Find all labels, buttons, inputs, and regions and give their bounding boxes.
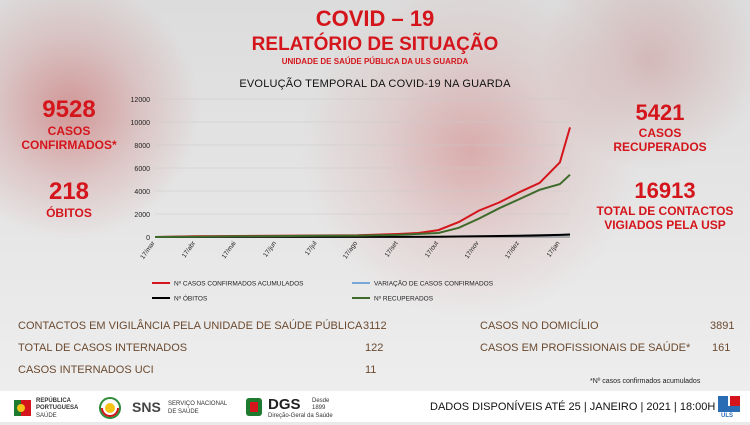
sns-sub-2: DE SAÚDE: [168, 409, 199, 415]
y-tick-label: 8000: [134, 143, 150, 150]
legend-label: Nº RECUPERADOS: [374, 296, 434, 303]
y-tick-label: 0: [146, 235, 150, 242]
row-label: TOTAL DE CASOS INTERNADOS: [18, 342, 188, 354]
republica-flag-icon: [14, 400, 31, 416]
chart-grid: [155, 98, 570, 238]
sns-text: SNS: [132, 399, 161, 415]
row-value: 11: [365, 364, 377, 376]
y-tick-label: 4000: [134, 189, 150, 196]
republica-text-3: SAÚDE: [36, 413, 57, 419]
recovered-value: 5421: [635, 100, 685, 125]
row-value: 3112: [363, 320, 387, 332]
report-subtitle: RELATÓRIO DE SITUAÇÃO: [251, 34, 499, 55]
y-axis-ticks: 0 2000 4000 6000 8000 10000 12000: [131, 97, 151, 242]
table-row: CONTACTOS EM VIGILÂNCIA PELA UNIDADE DE …: [18, 320, 398, 342]
confirmed-label-1: CASOS: [47, 124, 91, 138]
dgs-logo: DGS Desde 1899 Direção-Geral da Saúde: [244, 396, 354, 420]
row-value: 122: [365, 342, 384, 354]
x-tick-label: 17/set: [384, 240, 400, 259]
x-tick-label: 17/jan: [546, 240, 562, 259]
footnote: *Nº casos confirmados acumulados: [590, 378, 701, 385]
x-tick-label: 17/mar: [139, 239, 157, 260]
x-tick-label: 17/nov: [464, 240, 481, 261]
x-axis-ticks: 17/mar 17/abr 17/mai 17/jun 17/jul 17/ago 17/s…: [139, 239, 561, 260]
series-line: [154, 173, 571, 238]
chart-legend: Nº CASOS CONFIRMADOS ACUMULADOS VARIAÇÃO …: [152, 279, 494, 303]
contacts-label-2: VIGIADOS PELA USP: [604, 218, 726, 232]
data-availability-text: DADOS DISPONÍVEIS ATÉ 25 | JANEIRO | 202…: [430, 401, 716, 413]
deaths-value: 218: [48, 178, 90, 205]
table-row: TOTAL DE CASOS INTERNADOS 122: [18, 342, 398, 364]
x-tick-label: 17/mai: [221, 240, 238, 260]
table-row: CASOS EM PROFISSIONAIS DE SAÚDE* 161: [480, 342, 740, 364]
x-tick-label: 17/dez: [504, 240, 521, 260]
dgs-sub: Direção-Geral da Saúde: [268, 413, 333, 419]
deaths-label: ÓBITOS: [46, 206, 92, 220]
sns-sub-1: SERVIÇO NACIONAL: [168, 401, 228, 407]
uls-emblem-icon: [718, 396, 740, 412]
uls-text: ULS: [721, 413, 733, 419]
recovered-label-2: RECUPERADOS: [613, 140, 707, 154]
dgs-text: DGS: [268, 396, 301, 413]
contacts-value: 16913: [634, 178, 696, 203]
row-value: 3891: [710, 320, 735, 332]
y-tick-label: 2000: [134, 212, 150, 219]
row-label: CONTACTOS EM VIGILÂNCIA PELA UNIDADE DE …: [18, 320, 363, 332]
table-row: CASOS INTERNADOS UCI 11: [18, 364, 398, 386]
x-tick-label: 17/jun: [262, 240, 278, 259]
contacts-stat: 16913 TOTAL DE CONTACTOS VIGIADOS PELA U…: [590, 178, 740, 232]
table-right: CASOS NO DOMICÍLIO 3891 CASOS EM PROFISS…: [480, 320, 740, 364]
confirmed-value: 9528: [42, 96, 96, 123]
dgs-since-2: 1899: [312, 405, 326, 411]
y-tick-label: 6000: [134, 166, 150, 173]
x-tick-label: 17/out: [424, 240, 440, 259]
row-label: CASOS EM PROFISSIONAIS DE SAÚDE*: [480, 342, 691, 354]
recovered-label-1: CASOS: [638, 126, 682, 140]
row-label: CASOS INTERNADOS UCI: [18, 364, 154, 376]
x-tick-label: 17/ago: [342, 240, 359, 261]
y-tick-label: 10000: [131, 120, 151, 127]
line-chart: 0 2000 4000 6000 8000 10000 12000 17/mar 17/abr…: [131, 97, 571, 303]
republica-text-1: REPÚBLICA: [36, 398, 72, 404]
dgs-since-1: Desde: [312, 398, 330, 404]
dgs-emblem-icon: [246, 398, 262, 416]
x-tick-label: 17/abr: [181, 239, 198, 259]
legend-label: VARIAÇÃO DE CASOS CONFIRMADOS: [374, 279, 494, 288]
republica-text-2: PORTUGUESA: [36, 405, 79, 411]
deaths-stat: 218 ÓBITOS: [14, 178, 124, 220]
confirmed-label-2: CONFIRMADOS*: [21, 138, 117, 152]
page-title: COVID – 19: [315, 6, 435, 31]
y-tick-label: 12000: [131, 97, 151, 104]
footer-bar: [0, 391, 750, 422]
legend-label: Nº CASOS CONFIRMADOS ACUMULADOS: [174, 281, 304, 288]
table-left: CONTACTOS EM VIGILÂNCIA PELA UNIDADE DE …: [18, 320, 398, 386]
series-line: [154, 127, 571, 238]
recovered-stat: 5421 CASOS RECUPERADOS: [600, 100, 720, 154]
legend-label: Nº ÓBITOS: [174, 294, 208, 303]
x-tick-label: 17/jul: [304, 240, 319, 257]
row-label: CASOS NO DOMICÍLIO: [480, 320, 599, 332]
uls-logo: ULS: [716, 394, 744, 420]
confirmed-stat: 9528 CASOS CONFIRMADOS*: [14, 96, 124, 152]
chart-title: EVOLUÇÃO TEMPORAL DA COVID-19 NA GUARDA: [239, 78, 511, 90]
row-value: 161: [712, 342, 731, 354]
chart-series: [154, 127, 571, 238]
contacts-label-1: TOTAL DE CONTACTOS: [596, 204, 734, 218]
sns-logo: SNS SERVIÇO NACIONAL DE SAÚDE: [132, 399, 242, 419]
unit-name: UNIDADE DE SAÚDE PÚBLICA DA ULS GUARDA: [281, 57, 469, 66]
health-emblem-icon: [98, 397, 123, 419]
table-row: CASOS NO DOMICÍLIO 3891: [480, 320, 740, 342]
republica-logo: REPÚBLICA PORTUGUESA SAÚDE: [14, 396, 94, 420]
